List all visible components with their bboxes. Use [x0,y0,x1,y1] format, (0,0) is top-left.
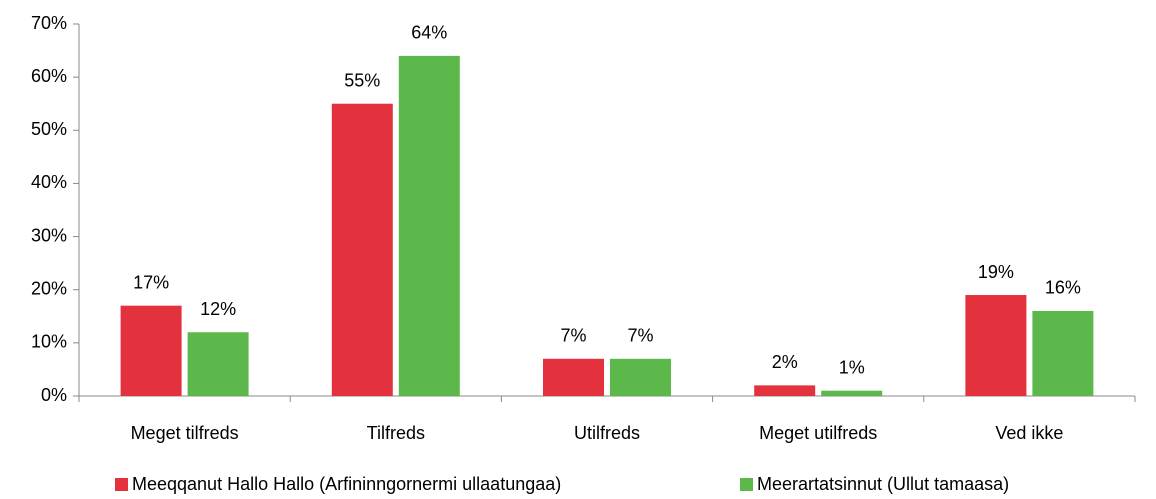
y-tick-label: 70% [31,13,67,33]
data-label: 16% [1045,278,1081,298]
data-label: 17% [133,272,169,292]
legend-label: Meeqqanut Hallo Hallo (Arfininngornermi … [132,474,561,494]
data-label: 12% [200,299,236,319]
bar [1032,310,1094,396]
bar [543,358,604,396]
bar [821,390,883,396]
x-tick-label: Utilfreds [574,423,640,443]
data-label: 7% [627,326,653,346]
x-tick-label: Meget utilfreds [759,423,877,443]
legend-swatch [115,478,128,491]
y-tick-label: 50% [31,119,67,139]
bar [754,385,816,396]
bar [331,103,393,396]
y-tick-label: 40% [31,172,67,192]
x-tick-label: Ved ikke [995,423,1063,443]
y-tick-label: 60% [31,66,67,86]
data-label: 64% [411,23,447,43]
bar [187,332,249,396]
data-label: 1% [839,357,865,377]
data-label: 55% [344,70,380,90]
legend-label: Meerartatsinnut (Ullut tamaasa) [757,474,1009,494]
data-label: 2% [772,352,798,372]
y-tick-label: 0% [41,385,67,405]
data-label: 7% [560,326,586,346]
y-tick-label: 10% [31,332,67,352]
bar [610,358,671,396]
legend-swatch [740,478,753,491]
x-tick-label: Tilfreds [367,423,425,443]
x-tick-label: Meget tilfreds [131,423,239,443]
bar [965,295,1027,396]
data-label: 19% [978,262,1014,282]
y-tick-label: 30% [31,225,67,245]
bar [120,305,182,396]
y-tick-label: 20% [31,278,67,298]
bar [398,55,460,397]
